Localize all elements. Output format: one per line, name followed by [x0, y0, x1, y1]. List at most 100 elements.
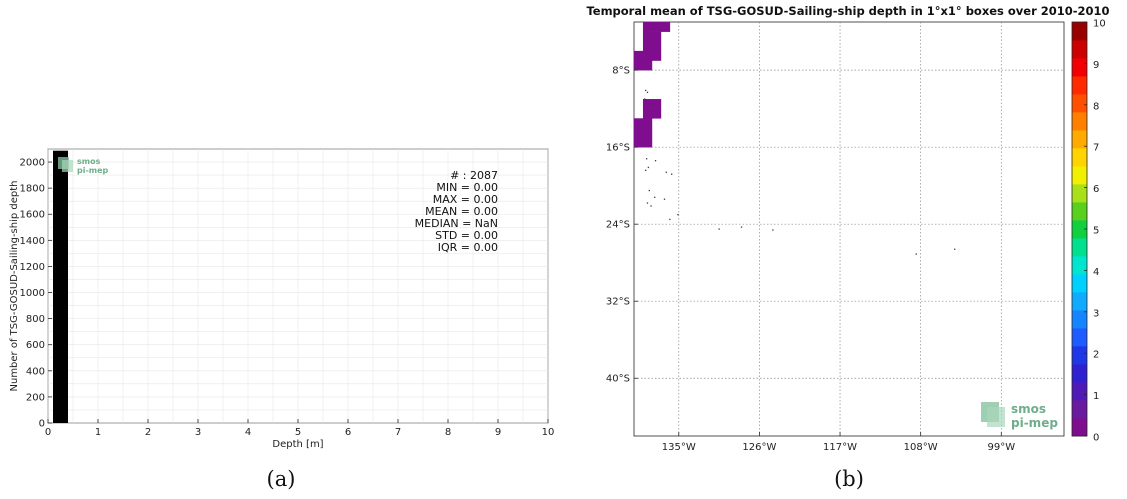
map-track-point	[646, 202, 649, 204]
map-track-point	[954, 248, 956, 250]
map-title: Temporal mean of TSG-GOSUD-Sailing-ship …	[586, 4, 1109, 18]
map-latitude-tick-label: 16°S	[606, 143, 630, 154]
colorbar-segment	[1072, 148, 1087, 167]
map-data-cell	[642, 50, 653, 61]
colorbar-segment	[1072, 256, 1087, 275]
logo-text-line2: pi-mep	[1011, 416, 1058, 430]
histogram-y-tick-label: 200	[26, 392, 45, 403]
map-longitude-tick-label: 99°W	[987, 442, 1015, 453]
map-track-point	[718, 228, 720, 230]
map-data-cell	[634, 60, 644, 71]
colorbar-segment	[1072, 382, 1087, 401]
map-latitude-tick-label: 32°S	[606, 297, 630, 308]
map-track-point	[644, 98, 646, 100]
colorbar-segment	[1072, 220, 1087, 239]
colorbar-segment	[1072, 166, 1087, 185]
colorbar-segment	[1072, 202, 1087, 221]
histogram-y-tick-label: 0	[39, 419, 45, 430]
map-longitude-tick-label: 135°W	[662, 442, 696, 453]
map-data-cell	[660, 22, 671, 32]
histogram-stat-line: STD = 0.00	[435, 229, 498, 242]
histogram-y-tick-label: 600	[26, 340, 45, 351]
map-latitude-tick-label: 40°S	[606, 374, 630, 385]
map-data-cell	[642, 22, 653, 32]
histogram-x-tick-label: 7	[395, 427, 401, 438]
colorbar-tick-label: 1	[1093, 391, 1099, 402]
caption-a: (a)	[267, 467, 296, 491]
colorbar-segment	[1072, 274, 1087, 293]
histogram-y-tick-label: 1000	[20, 288, 45, 299]
histogram-x-tick-label: 3	[195, 427, 201, 438]
map-longitude-tick-label: 117°W	[823, 442, 857, 453]
colorbar-segment	[1072, 112, 1087, 131]
colorbar-segment	[1072, 364, 1087, 383]
map-data-cell	[642, 41, 653, 52]
histogram-stat-line: MAX = 0.00	[433, 193, 498, 206]
map-latitude-tick-label: 8°S	[612, 66, 630, 77]
colorbar-segment	[1072, 418, 1087, 437]
histogram-stat-line: IQR = 0.00	[438, 241, 498, 254]
histogram-x-tick-label: 4	[245, 427, 251, 438]
histogram-y-tick-label: 1800	[20, 184, 45, 195]
colorbar-segment	[1072, 76, 1087, 95]
map-data-cell	[634, 118, 644, 129]
histogram-x-tick-label: 2	[145, 427, 151, 438]
colorbar-tick-label: 3	[1093, 308, 1099, 319]
map-data-cell	[651, 108, 662, 119]
colorbar-tick-label: 4	[1093, 267, 1099, 278]
colorbar-segment	[1072, 238, 1087, 257]
colorbar-tick-label: 8	[1093, 101, 1099, 112]
colorbar-segment	[1072, 346, 1087, 365]
map-data-cell	[651, 41, 662, 52]
histogram-y-tick-label: 2000	[20, 158, 45, 169]
histogram-bar	[53, 150, 68, 423]
map-track-point	[663, 198, 666, 200]
map-track-point	[654, 196, 656, 198]
histogram-x-axis-label: Depth [m]	[272, 439, 323, 450]
map-data-cell	[651, 31, 662, 42]
colorbar-segment	[1072, 58, 1087, 77]
histogram-x-tick-label: 9	[495, 427, 501, 438]
map-latitude-ticks: 8°S 16°S 24°S 32°S 40°S	[606, 66, 638, 385]
map-latitude-tick-label: 24°S	[606, 220, 630, 231]
map-data-cell	[651, 22, 662, 32]
map-longitude-tick-label: 108°W	[904, 442, 938, 453]
histogram-bars	[53, 150, 68, 423]
histogram-panel: 0 1 2 3 4 5 6 7 8 9 10 0 200 400 600 800 1000 1200 1400 16…	[9, 148, 555, 450]
colorbar-segment	[1072, 328, 1087, 347]
colorbar-tick-label: 10	[1093, 19, 1106, 30]
colorbar-tick-label: 5	[1093, 226, 1099, 237]
colorbar-tick-label: 2	[1093, 350, 1099, 361]
colorbar-segment	[1072, 292, 1087, 311]
colorbar-segment	[1072, 400, 1087, 419]
logo-mark-icon	[987, 407, 1005, 427]
map-data-cell	[634, 127, 644, 138]
map-data-cell	[642, 118, 653, 129]
map-track-points	[644, 89, 956, 255]
colorbar-segment	[1072, 22, 1087, 41]
histogram-stat-line: MEDIAN = NaN	[415, 217, 498, 230]
histogram-x-tick-label: 10	[542, 427, 555, 438]
map-data-cells	[634, 22, 671, 148]
map-track-point	[671, 173, 673, 175]
histogram-x-ticks: 0 1 2 3 4 5 6 7 8 9 10	[45, 419, 555, 438]
histogram-y-tick-label: 400	[26, 366, 45, 377]
map-longitude-ticks: 135°W 126°W 117°W 108°W 99°W	[662, 432, 1015, 453]
colorbar-segment	[1072, 40, 1087, 59]
histogram-x-tick-label: 0	[45, 427, 51, 438]
map-track-point	[665, 171, 667, 173]
histogram-x-tick-label: 6	[345, 427, 351, 438]
map-data-cell	[642, 127, 653, 138]
colorbar-tick-label: 7	[1093, 143, 1099, 154]
logo-text-line1: smos	[1011, 402, 1046, 416]
map-track-point	[669, 218, 671, 221]
map-data-cell	[642, 99, 653, 109]
histogram-x-tick-label: 5	[295, 427, 301, 438]
logo-mark-icon	[62, 160, 73, 172]
histogram-stat-line: MEAN = 0.00	[425, 205, 498, 218]
histogram-x-tick-label: 1	[95, 427, 101, 438]
map-data-cell	[642, 31, 653, 42]
map-track-point	[647, 166, 650, 169]
